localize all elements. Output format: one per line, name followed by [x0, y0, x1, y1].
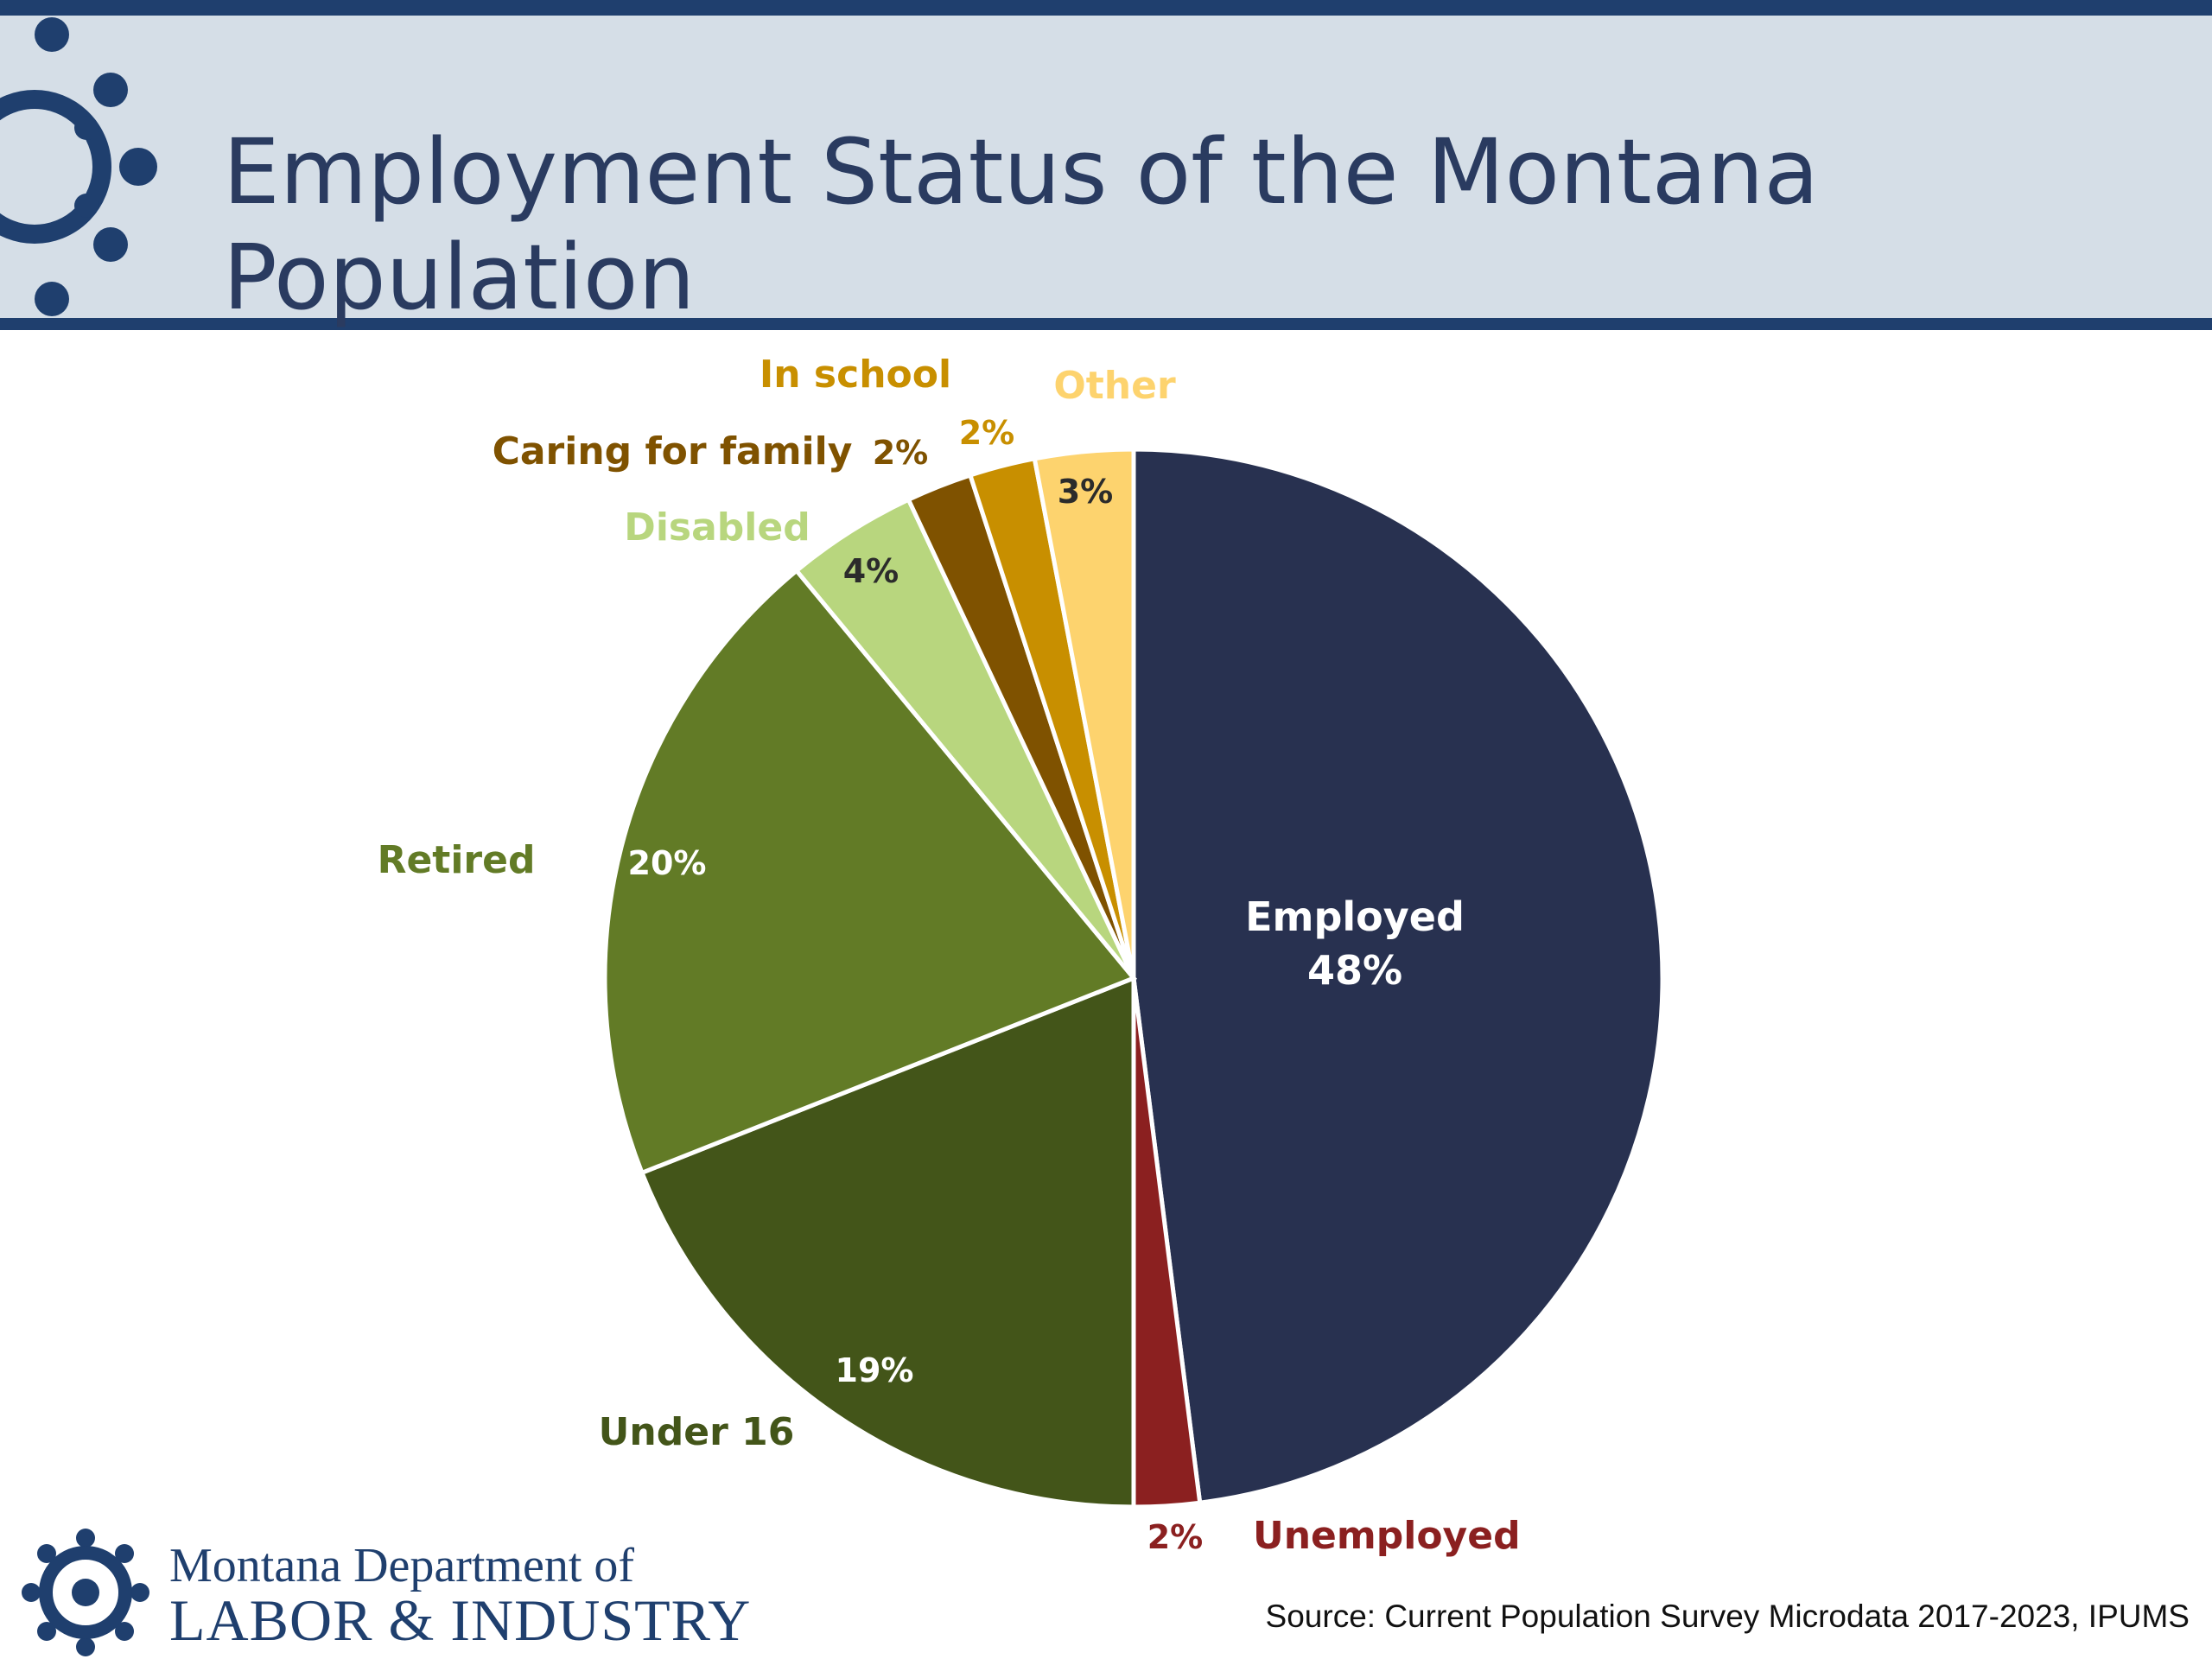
slice-label-in-school: In school — [760, 353, 951, 397]
slice-label-other: Other — [1053, 364, 1176, 408]
slice-label-under-16: Under 16 — [599, 1410, 795, 1454]
data-label-other: 3% — [1058, 473, 1114, 511]
data-label-disabled: 4% — [843, 552, 899, 590]
data-label-under-16: 19% — [836, 1351, 914, 1389]
data-label-employed: 48% — [1307, 947, 1402, 994]
page-title: Employment Status of the Montana Populat… — [223, 119, 1820, 330]
data-label-in-school: 2% — [959, 414, 1015, 452]
data-label-retired: 20% — [628, 844, 707, 882]
slice-label-employed: Employed — [1245, 893, 1465, 940]
pie-slice-under-16 — [639, 975, 1136, 1510]
employment-pie-chart: Employed 48% Unemployed 2% Under 16 19% Retire… — [378, 353, 1665, 1557]
slice-label-retired: Retired — [378, 838, 536, 882]
slice-label-caring-for-family: Caring for family — [493, 429, 853, 474]
title-banner: Employment Status of the Montana Populat… — [0, 16, 2212, 330]
data-label-unemployed: 2% — [1147, 1518, 1204, 1556]
pie-slice-retired — [602, 567, 1138, 1176]
top-rule — [0, 0, 2212, 16]
slice-label-unemployed: Unemployed — [1253, 1514, 1521, 1557]
data-label-caring-for-family: 2% — [873, 434, 929, 472]
pie-slice-other — [1032, 447, 1136, 979]
org-name-line2: LABOR & INDUSTRY — [169, 1587, 752, 1653]
gear-people-logo-icon — [0, 17, 157, 316]
pie-slice-employed — [1131, 447, 1665, 1505]
slice-label-disabled: Disabled — [624, 505, 810, 550]
department-seal-icon — [22, 1529, 149, 1656]
source-note: Source: Current Population Survey Microd… — [1265, 1599, 2190, 1634]
org-name-line1: Montana Department of — [169, 1539, 635, 1592]
